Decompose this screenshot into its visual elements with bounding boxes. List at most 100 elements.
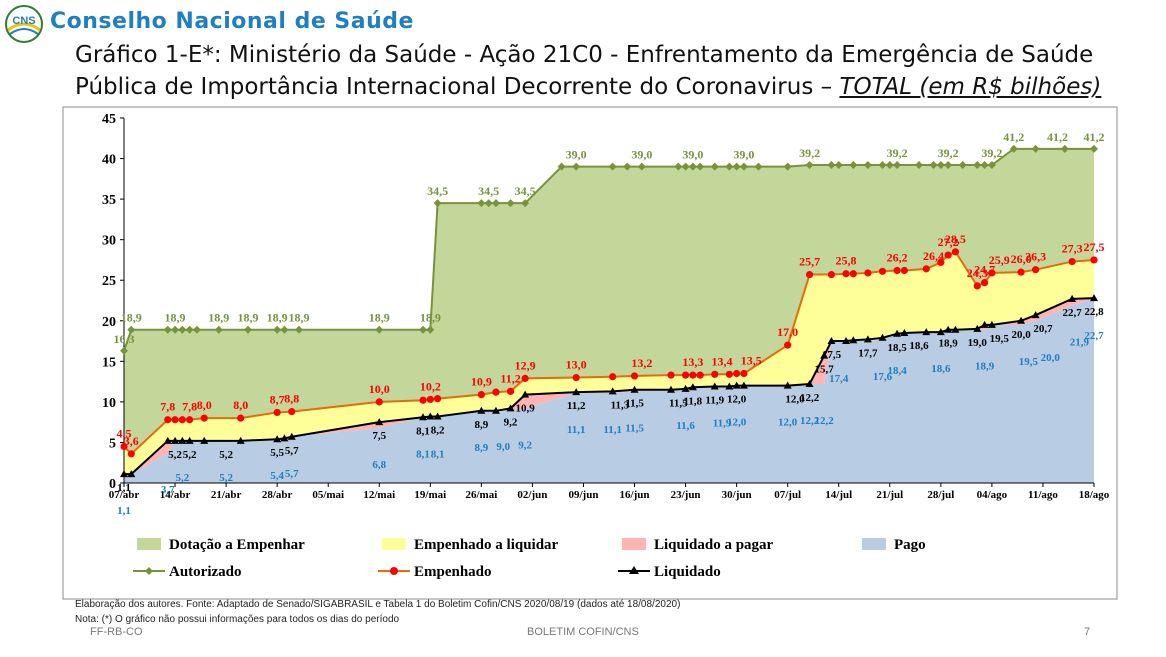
marker-autorizado bbox=[433, 199, 442, 208]
marker-liquidado bbox=[893, 329, 902, 337]
y-tick-label: 5 bbox=[109, 436, 116, 451]
marker-empenhado bbox=[681, 371, 690, 379]
marker-autorizado bbox=[688, 162, 697, 171]
marker-liquidado bbox=[973, 324, 982, 332]
data-label-liquidado: 11,9 bbox=[705, 394, 724, 406]
x-tick-label: 26/mai bbox=[465, 489, 497, 501]
data-label-autorizado: 18,9 bbox=[165, 311, 186, 325]
data-label-autorizado: 18,9 bbox=[237, 311, 258, 325]
marker-liquidado bbox=[236, 436, 245, 444]
marker-liquidado bbox=[506, 404, 515, 412]
data-label-autorizado: 18,9 bbox=[369, 311, 390, 325]
marker-autorizado bbox=[1031, 144, 1040, 153]
marker-autorizado bbox=[608, 162, 617, 171]
data-label-empenhado: 26,2 bbox=[887, 250, 908, 264]
data-label-autorizado: 18,9 bbox=[420, 311, 441, 325]
chart-title-line1: Gráfico 1-E*: Ministério da Saúde - Ação… bbox=[75, 42, 1094, 68]
data-label-liquidado: 17,5 bbox=[822, 349, 842, 361]
data-label-autorizado: 34,5 bbox=[478, 184, 499, 198]
marker-autorizado bbox=[893, 161, 902, 170]
marker-liquidado bbox=[936, 328, 945, 336]
marker-autorizado bbox=[192, 325, 201, 334]
marker-autorizado bbox=[280, 325, 289, 334]
marker-liquidado bbox=[1031, 311, 1040, 319]
data-label-pago: 11,1 bbox=[603, 424, 622, 436]
data-label-pago: 5,2 bbox=[219, 472, 233, 484]
legend-swatch-empenhado_area bbox=[382, 538, 406, 550]
data-label-liquidado: 11,3 bbox=[611, 399, 630, 411]
marker-liquidado bbox=[878, 333, 887, 341]
legend-label-pago: Pago bbox=[894, 537, 926, 553]
data-label-autorizado: 39,0 bbox=[733, 148, 754, 162]
x-tick-label: 14/abr bbox=[160, 489, 191, 501]
data-label-liquidado: 20,0 bbox=[1011, 329, 1031, 341]
data-label-empenhado: 13,3 bbox=[682, 355, 703, 369]
marker-liquidado bbox=[171, 436, 180, 444]
marker-autorizado bbox=[1009, 144, 1018, 153]
data-label-autorizado: 18,9 bbox=[208, 311, 229, 325]
marker-autorizado bbox=[827, 161, 836, 170]
footnote: Nota: (*) O gráfico não possui informaçõ… bbox=[75, 614, 400, 625]
y-tick-label: 35 bbox=[102, 193, 116, 208]
data-label-empenhado: 11,2 bbox=[500, 371, 520, 385]
marker-liquidado bbox=[980, 320, 989, 328]
marker-autorizado bbox=[958, 161, 967, 170]
marker-autorizado bbox=[273, 325, 282, 334]
legend-marker-liquidado bbox=[629, 566, 639, 574]
data-label-pago: 9,0 bbox=[496, 441, 510, 453]
marker-autorizado bbox=[623, 162, 632, 171]
legend-label-empenhado_area: Empenhado a liquidar bbox=[414, 537, 559, 553]
marker-empenhado bbox=[426, 395, 434, 404]
marker-empenhado bbox=[951, 248, 960, 256]
x-tick-label: 02/jun bbox=[517, 489, 547, 501]
marker-empenhado bbox=[944, 251, 952, 259]
data-label-liquidado: 9,2 bbox=[504, 416, 518, 428]
marker-empenhado bbox=[419, 396, 427, 404]
x-tick-label: 04/ago bbox=[977, 489, 1008, 501]
marker-empenhado bbox=[784, 341, 792, 349]
data-label-empenhado: 10,0 bbox=[369, 382, 390, 396]
data-label-liquidado: 18,9 bbox=[939, 338, 959, 350]
data-label-empenhado: 27,5 bbox=[1084, 240, 1105, 254]
marker-empenhado bbox=[878, 267, 887, 275]
data-label-pago: 8,1 bbox=[416, 448, 430, 460]
cns-logo: CNS bbox=[5, 5, 43, 43]
marker-empenhado bbox=[973, 282, 981, 290]
marker-empenhado bbox=[186, 416, 194, 424]
data-label-pago: 11,9 bbox=[713, 417, 732, 429]
marker-autorizado bbox=[696, 162, 705, 171]
marker-empenhado bbox=[171, 416, 179, 424]
marker-autorizado bbox=[725, 162, 734, 171]
marker-autorizado bbox=[295, 325, 304, 334]
data-label-liquidado: 11,2 bbox=[567, 400, 586, 412]
data-label-pago: 17,4 bbox=[829, 373, 849, 385]
marker-autorizado bbox=[637, 162, 646, 171]
marker-empenhado bbox=[200, 414, 208, 422]
marker-autorizado bbox=[1060, 144, 1069, 153]
marker-empenhado bbox=[733, 369, 741, 378]
y-tick-label: 0 bbox=[109, 477, 116, 492]
data-label-liquidado: 12,0 bbox=[785, 394, 805, 406]
data-label-autorizado: 41,2 bbox=[1047, 130, 1068, 144]
y-tick-label: 40 bbox=[102, 153, 116, 168]
marker-empenhado bbox=[1090, 256, 1098, 264]
marker-autorizado bbox=[491, 199, 500, 208]
footer-left: FF-RB-CO bbox=[90, 626, 143, 638]
marker-autorizado bbox=[419, 325, 428, 334]
data-label-liquidado: 8,9 bbox=[474, 419, 488, 431]
data-label-autorizado: 18,9 bbox=[289, 311, 310, 325]
marker-empenhado bbox=[178, 416, 186, 424]
data-label-empenhado: 26,3 bbox=[1025, 250, 1046, 264]
marker-autorizado bbox=[506, 199, 515, 208]
marker-autorizado bbox=[849, 161, 858, 170]
data-label-pago: 5,7 bbox=[285, 468, 299, 480]
marker-autorizado bbox=[929, 161, 938, 170]
data-label-pago: 18,6 bbox=[931, 363, 951, 375]
legend-label-autorizado: Autorizado bbox=[169, 564, 242, 580]
marker-empenhado bbox=[900, 266, 908, 275]
marker-liquidado bbox=[491, 406, 500, 414]
marker-empenhado bbox=[375, 398, 383, 406]
marker-empenhado bbox=[288, 408, 296, 416]
data-label-empenhado: 13,4 bbox=[712, 354, 733, 368]
marker-empenhado bbox=[696, 371, 704, 379]
